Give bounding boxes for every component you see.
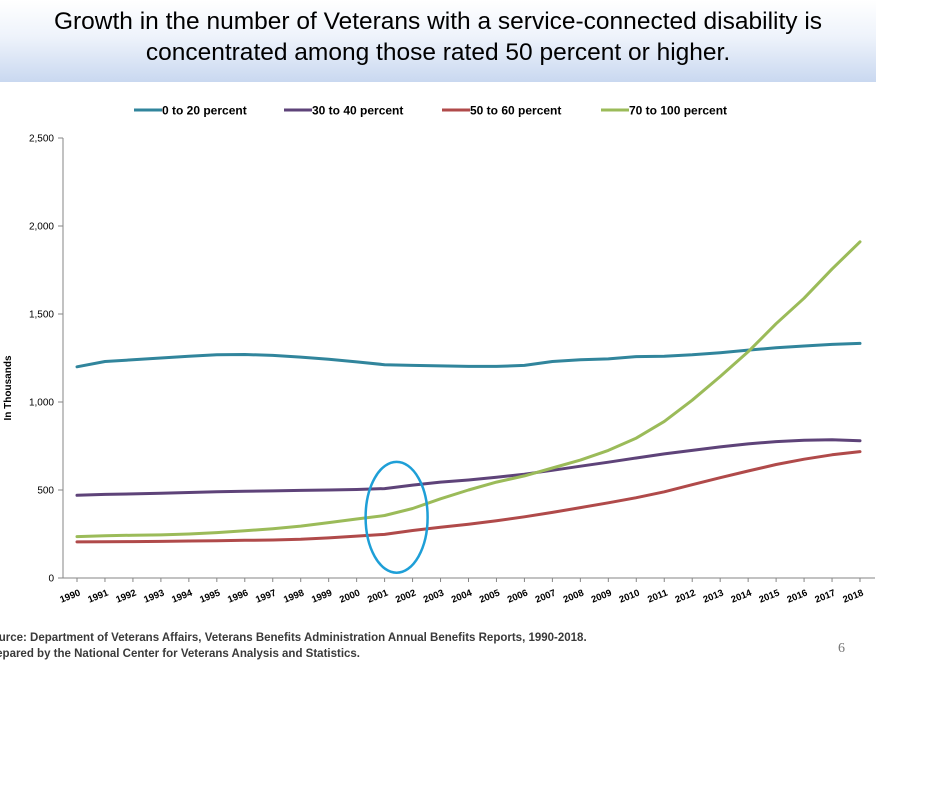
x-tick-label: 2014 [730, 587, 754, 605]
legend-label-3: 50 to 60 percent [470, 104, 561, 118]
x-tick-label: 2007 [534, 588, 558, 606]
chart-area: 0 500 1,000 1,500 2,000 2,500 In Thousands 1990… [0, 90, 946, 630]
x-tick-label: 2013 [702, 588, 726, 606]
x-tick-label: 2009 [590, 588, 614, 606]
x-tick-label: 2006 [506, 588, 530, 606]
slide-title-line-1: Growth in the number of Veterans with a … [53, 8, 823, 35]
y-tick-label: 1,500 [29, 310, 54, 321]
x-tick-label: 2015 [758, 587, 782, 605]
x-tick-label: 1991 [86, 587, 110, 605]
series-line-2 [75, 438, 862, 497]
x-tick-label: 1990 [58, 588, 82, 606]
y-axis-label: In Thousands [3, 355, 14, 420]
title-banner: Growth in the number of Veterans with a … [0, 0, 876, 82]
x-tick-label: 1998 [282, 588, 306, 606]
line-chart: 0 500 1,000 1,500 2,000 2,500 In Thousands 1990… [3, 104, 875, 606]
y-tick-label: 1,000 [29, 398, 54, 409]
x-tick-label: 2005 [478, 587, 502, 605]
x-tick-label: 1993 [142, 588, 166, 606]
slide-title: Growth in the number of Veterans with a … [0, 6, 876, 68]
x-tick-label: 2011 [646, 587, 670, 605]
x-tick-label: 2004 [450, 587, 474, 605]
source-note: Source: Department of Veterans Affairs, … [0, 630, 587, 662]
source-line-1: Source: Department of Veterans Affairs, … [0, 632, 587, 644]
x-tick-label: 2017 [813, 588, 837, 606]
x-tick-label: 1992 [114, 588, 138, 606]
x-tick-label: 2018 [841, 588, 865, 606]
x-tick-label: 1997 [254, 588, 278, 606]
x-tick-label: 2010 [618, 588, 642, 606]
x-tick-label: 2008 [562, 588, 586, 606]
slide-title-line-2: concentrated among those rated 50 percen… [145, 39, 731, 66]
x-tick-label: 2000 [338, 588, 362, 606]
x-tick-label: 2003 [422, 588, 446, 606]
series-line-3 [75, 450, 862, 544]
x-tick-label: 2001 [366, 587, 390, 605]
y-tick-label: 500 [37, 486, 54, 497]
legend-label-2: 30 to 40 percent [312, 104, 403, 118]
x-tick-label: 2012 [674, 588, 698, 606]
legend-label-1: 0 to 20 percent [162, 104, 247, 118]
x-tick-label: 1995 [198, 587, 222, 605]
series-line-4 [75, 240, 862, 539]
series-line-1 [75, 341, 862, 369]
annotation-ellipse [364, 460, 429, 574]
source-line-2: Prepared by the National Center for Vete… [0, 648, 361, 660]
x-tick-label: 1996 [226, 588, 250, 606]
y-tick-label: 2,500 [29, 134, 54, 145]
x-tick-label: 2016 [785, 588, 809, 606]
y-tick-label: 0 [48, 574, 54, 585]
legend-label-4: 70 to 100 percent [629, 104, 727, 118]
x-tick-label: 1994 [170, 587, 194, 605]
x-tick-label: 2002 [394, 588, 418, 606]
page-number: 6 [838, 641, 845, 656]
x-tick-label: 1999 [310, 588, 334, 606]
y-tick-label: 2,000 [29, 222, 54, 233]
